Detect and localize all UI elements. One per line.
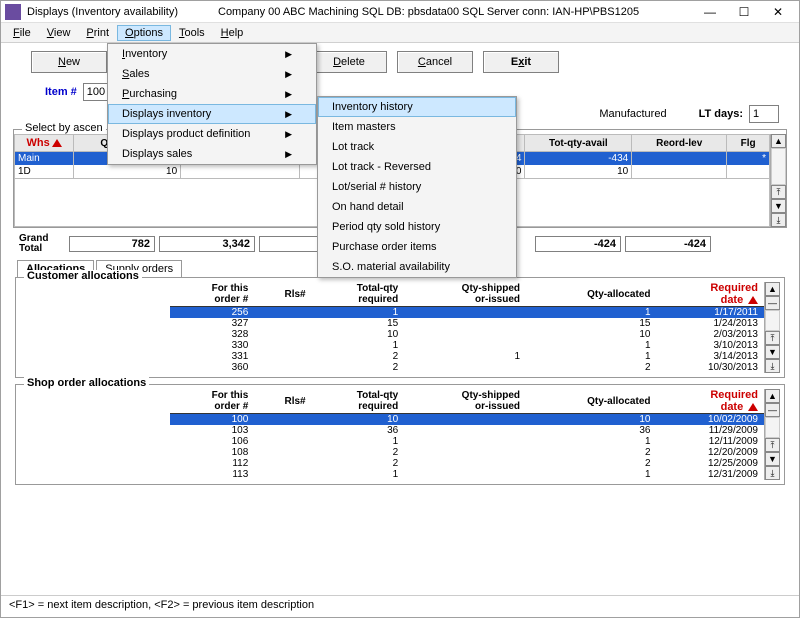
alloc-row[interactable]: 1082212/20/2009 xyxy=(170,447,764,458)
itemno-label: Item # xyxy=(45,86,77,98)
app-window: Displays (Inventory availability) Compan… xyxy=(0,0,800,618)
scroll-top-icon[interactable]: ⤒ xyxy=(765,331,780,345)
mfg-label: Manufactured xyxy=(599,108,666,120)
menu-item-displays-sales[interactable]: Displays sales▶ xyxy=(108,144,316,164)
alloc-row[interactable]: 32810102/03/2013 xyxy=(170,329,764,340)
alloc-header[interactable]: Qty-allocated xyxy=(526,282,656,307)
menu-tools[interactable]: Tools xyxy=(171,25,213,41)
alloc-header[interactable]: Total-qtyrequired xyxy=(312,389,405,414)
alloc-header[interactable]: Total-qtyrequired xyxy=(312,282,405,307)
gt-onhnd: 782 xyxy=(69,236,155,252)
menu-item-inventory[interactable]: Inventory▶ xyxy=(108,44,316,64)
new-button[interactable]: New xyxy=(31,51,107,73)
scroll-line-icon[interactable]: — xyxy=(765,403,780,417)
title-left: Displays (Inventory availability) xyxy=(27,6,178,18)
menu-options[interactable]: Options xyxy=(117,25,171,41)
alloc-header[interactable]: For thisorder # xyxy=(170,282,254,307)
alloc-header[interactable]: Rls# xyxy=(254,389,311,414)
titlebar: Displays (Inventory availability) Compan… xyxy=(1,1,799,23)
shop-order-allocations: Shop order allocations For thisorder #Rl… xyxy=(15,384,785,485)
scroll-up-icon[interactable]: ▲ xyxy=(765,389,780,403)
scroll-top-icon[interactable]: ⤒ xyxy=(765,438,780,452)
app-icon xyxy=(5,4,21,20)
maximize-button[interactable]: ☐ xyxy=(727,2,761,22)
alloc-row[interactable]: 1122212/25/2009 xyxy=(170,458,764,469)
totqtyavail-header[interactable]: Tot-qty-avail xyxy=(525,135,632,152)
submenu-item-item-masters[interactable]: Item masters xyxy=(318,117,516,137)
cancel-button[interactable]: Cancel xyxy=(397,51,473,73)
scroll-down-icon[interactable]: ▼ xyxy=(771,199,786,213)
alloc-row[interactable]: 1061112/11/2009 xyxy=(170,436,764,447)
scroll-down-icon[interactable]: ▼ xyxy=(765,452,780,466)
menu-help[interactable]: Help xyxy=(213,25,252,41)
scroll-top-icon[interactable]: ⤒ xyxy=(771,185,786,199)
submenu-item-inventory-history[interactable]: Inventory history xyxy=(318,97,516,117)
alloc-header[interactable]: Qty-allocated xyxy=(526,389,656,414)
scroll-bot-icon[interactable]: ⤓ xyxy=(765,359,780,373)
shop-scroll[interactable]: ▲ — ⤒ ▼ ⤓ xyxy=(764,389,780,480)
exit-button[interactable]: Exit xyxy=(483,51,559,73)
scroll-bot-icon[interactable]: ⤓ xyxy=(765,466,780,480)
alloc-header[interactable]: Rls# xyxy=(254,282,311,307)
grand-total-label: GrandTotal xyxy=(19,234,69,254)
ltdays-label: LT days: xyxy=(699,108,743,120)
submenu-item-s-o-material-availability[interactable]: S.O. material availability xyxy=(318,257,516,277)
displays-inventory-submenu[interactable]: Inventory historyItem mastersLot trackLo… xyxy=(317,96,517,278)
title-center: Company 00 ABC Machining SQL DB: pbsdata… xyxy=(218,6,639,18)
alloc-header[interactable]: Qty-shippedor-issued xyxy=(404,389,526,414)
shop-alloc-table: For thisorder #Rls#Total-qtyrequiredQty-… xyxy=(170,389,764,480)
select-by-legend: Select by ascen xyxy=(22,122,106,134)
submenu-item-on-hand-detail[interactable]: On hand detail xyxy=(318,197,516,217)
scroll-up-icon[interactable]: ▲ xyxy=(765,282,780,296)
submenu-item-lot-track---reversed[interactable]: Lot track - Reversed xyxy=(318,157,516,177)
alloc-header[interactable]: Qty-shippedor-issued xyxy=(404,282,526,307)
alloc-header[interactable]: Requireddate xyxy=(657,389,765,414)
scroll-bot-icon[interactable]: ⤓ xyxy=(771,213,786,227)
alloc-row[interactable]: 256111/17/2011 xyxy=(170,307,764,319)
menubar: File View Print Options Tools Help xyxy=(1,23,799,43)
gt-ltalloc: 3,342 xyxy=(159,236,255,252)
statusbar: <F1> = next item description, <F2> = pre… xyxy=(1,595,799,617)
shop-alloc-legend: Shop order allocations xyxy=(24,377,149,389)
scroll-up-icon[interactable]: ▲ xyxy=(771,134,786,148)
menu-item-displays-product-definition[interactable]: Displays product definition▶ xyxy=(108,124,316,144)
alloc-row[interactable]: 330113/10/2013 xyxy=(170,340,764,351)
flg-header[interactable]: Flg xyxy=(727,135,770,152)
scroll-down-icon[interactable]: ▼ xyxy=(765,345,780,359)
alloc-header[interactable]: Requireddate xyxy=(657,282,765,307)
cust-alloc-legend: Customer allocations xyxy=(24,270,142,282)
submenu-item-lot-track[interactable]: Lot track xyxy=(318,137,516,157)
reordlev-header[interactable]: Reord-lev xyxy=(632,135,727,152)
submenu-item-period-qty-sold-history[interactable]: Period qty sold history xyxy=(318,217,516,237)
whs-header[interactable]: Whs xyxy=(27,137,50,149)
menu-item-purchasing[interactable]: Purchasing▶ xyxy=(108,84,316,104)
alloc-header[interactable]: For thisorder # xyxy=(170,389,254,414)
menu-file[interactable]: File xyxy=(5,25,39,41)
menu-view[interactable]: View xyxy=(39,25,79,41)
cust-alloc-table: For thisorder #Rls#Total-qtyrequiredQty-… xyxy=(170,282,764,373)
cust-scroll[interactable]: ▲ — ⤒ ▼ ⤓ xyxy=(764,282,780,373)
menu-item-displays-inventory[interactable]: Displays inventory▶ xyxy=(108,104,316,124)
alloc-row[interactable]: 1131112/31/2009 xyxy=(170,469,764,480)
menu-print[interactable]: Print xyxy=(78,25,117,41)
inv-scroll[interactable]: ▲ ⤒ ▼ ⤓ xyxy=(770,134,786,227)
customer-allocations: Customer allocations For thisorder #Rls#… xyxy=(15,277,785,378)
submenu-item-purchase-order-items[interactable]: Purchase order items xyxy=(318,237,516,257)
gt-totavail: -424 xyxy=(625,236,711,252)
minimize-button[interactable]: — xyxy=(693,2,727,22)
alloc-row[interactable]: 103363611/29/2009 xyxy=(170,425,764,436)
submenu-item-lot-serial-history[interactable]: Lot/serial # history xyxy=(318,177,516,197)
options-dropdown[interactable]: Inventory▶Sales▶Purchasing▶Displays inve… xyxy=(107,43,317,165)
delete-button[interactable]: Delete xyxy=(311,51,387,73)
menu-item-sales[interactable]: Sales▶ xyxy=(108,64,316,84)
ltdays-input[interactable] xyxy=(749,105,779,123)
close-button[interactable]: ✕ xyxy=(761,2,795,22)
scroll-line-icon[interactable]: — xyxy=(765,296,780,310)
alloc-row[interactable]: 3602210/30/2013 xyxy=(170,362,764,373)
alloc-row[interactable]: 100101010/02/2009 xyxy=(170,414,764,426)
alloc-row[interactable]: 3312113/14/2013 xyxy=(170,351,764,362)
alloc-row[interactable]: 32715151/24/2013 xyxy=(170,318,764,329)
gt-ltavail: -424 xyxy=(535,236,621,252)
sort-up-icon xyxy=(52,139,62,147)
